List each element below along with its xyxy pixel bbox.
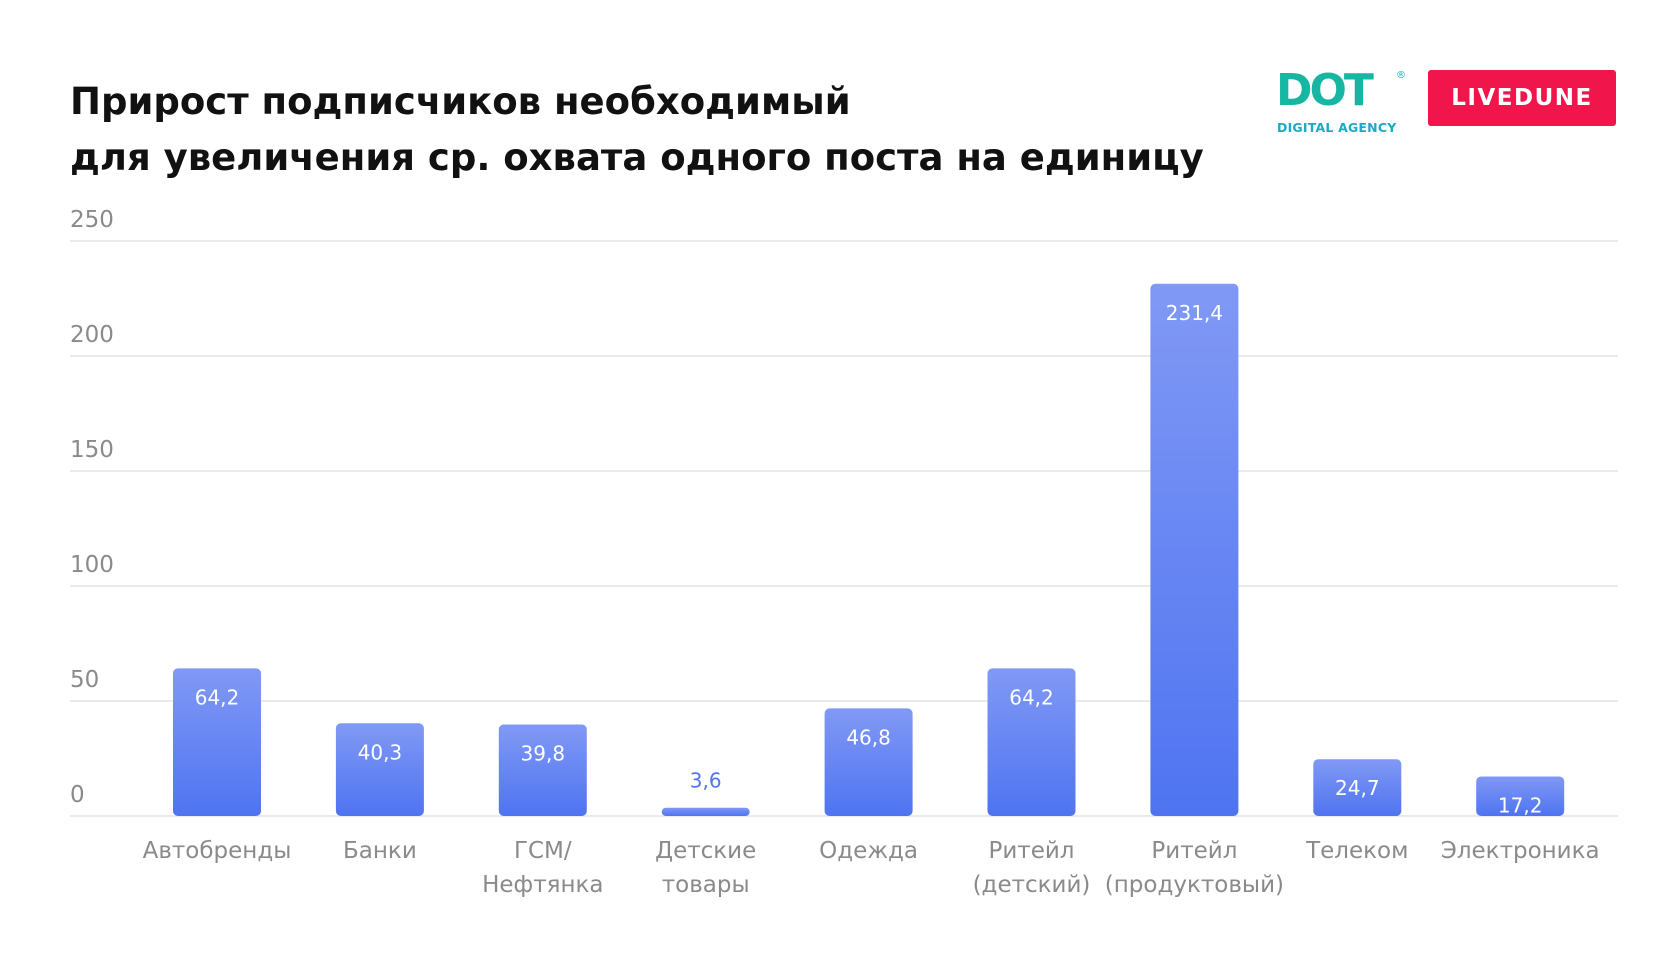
dot-logo-word: DOT	[1276, 65, 1374, 116]
chart-title-line-1: Прирост подписчиков необходимый	[70, 80, 851, 123]
y-tick-label: 200	[70, 322, 114, 348]
bar	[335, 723, 424, 816]
bar-value-label: 17,2	[1498, 793, 1543, 817]
dot-digital-agency-logo: DOT ® DIGITAL AGENCY	[1276, 66, 1411, 136]
bar-value-label: 39,8	[521, 741, 566, 765]
x-tick-label: Телеком	[1305, 838, 1408, 864]
labels-layer: 0 50 100 150 200 250 64,2 Автобренды 40,3 Банки 39…	[70, 207, 1600, 898]
y-tick-label: 250	[70, 207, 114, 233]
x-tick-label: ГСМ/	[514, 838, 572, 864]
bar	[173, 668, 261, 816]
bar-value-label: 24,7	[1335, 776, 1380, 800]
x-tick-label: Электроника	[1441, 838, 1600, 864]
y-tick-label: 150	[70, 437, 114, 463]
bar	[1150, 283, 1239, 816]
x-tick-label: Банки	[343, 838, 417, 864]
x-tick-label: Детские	[655, 838, 756, 864]
x-tick-label: Нефтянка	[482, 872, 603, 898]
x-tick-label: Ритейл	[1151, 838, 1237, 864]
bars-layer	[173, 283, 1565, 816]
dot-registered-mark: ®	[1396, 70, 1406, 81]
y-tick-label: 0	[70, 782, 85, 808]
livedune-logo-text: LIVEDUNE	[1451, 85, 1593, 111]
x-tick-label: Ритейл	[988, 838, 1074, 864]
bar-value-label: 64,2	[195, 685, 240, 709]
chart-title: Прирост подписчиков необходимый для увел…	[70, 74, 1204, 186]
x-tick-label: Одежда	[819, 838, 918, 864]
x-tick-label: Автобренды	[143, 838, 292, 864]
livedune-logo: LIVEDUNE	[1428, 70, 1616, 126]
bar-value-label: 46,8	[846, 725, 891, 749]
bar	[1313, 759, 1402, 816]
chart-title-line-2: для увеличения ср. охвата одного поста н…	[70, 136, 1204, 179]
x-tick-label: (детский)	[973, 872, 1091, 898]
bar	[498, 724, 587, 816]
bar-value-label: 231,4	[1166, 301, 1223, 325]
bar	[824, 708, 913, 816]
bar	[987, 668, 1076, 816]
bar-value-label: 3,6	[690, 769, 722, 793]
bar	[1476, 776, 1565, 816]
dot-logo-tagline: DIGITAL AGENCY	[1277, 120, 1397, 135]
bar-value-label: 64,2	[1009, 685, 1054, 709]
y-tick-label: 100	[70, 552, 114, 578]
bar-value-label: 40,3	[358, 740, 403, 764]
x-tick-label: (продуктовый)	[1105, 872, 1284, 898]
x-tick-label: товары	[662, 872, 750, 898]
bar	[661, 807, 750, 816]
y-tick-label: 50	[70, 667, 99, 693]
